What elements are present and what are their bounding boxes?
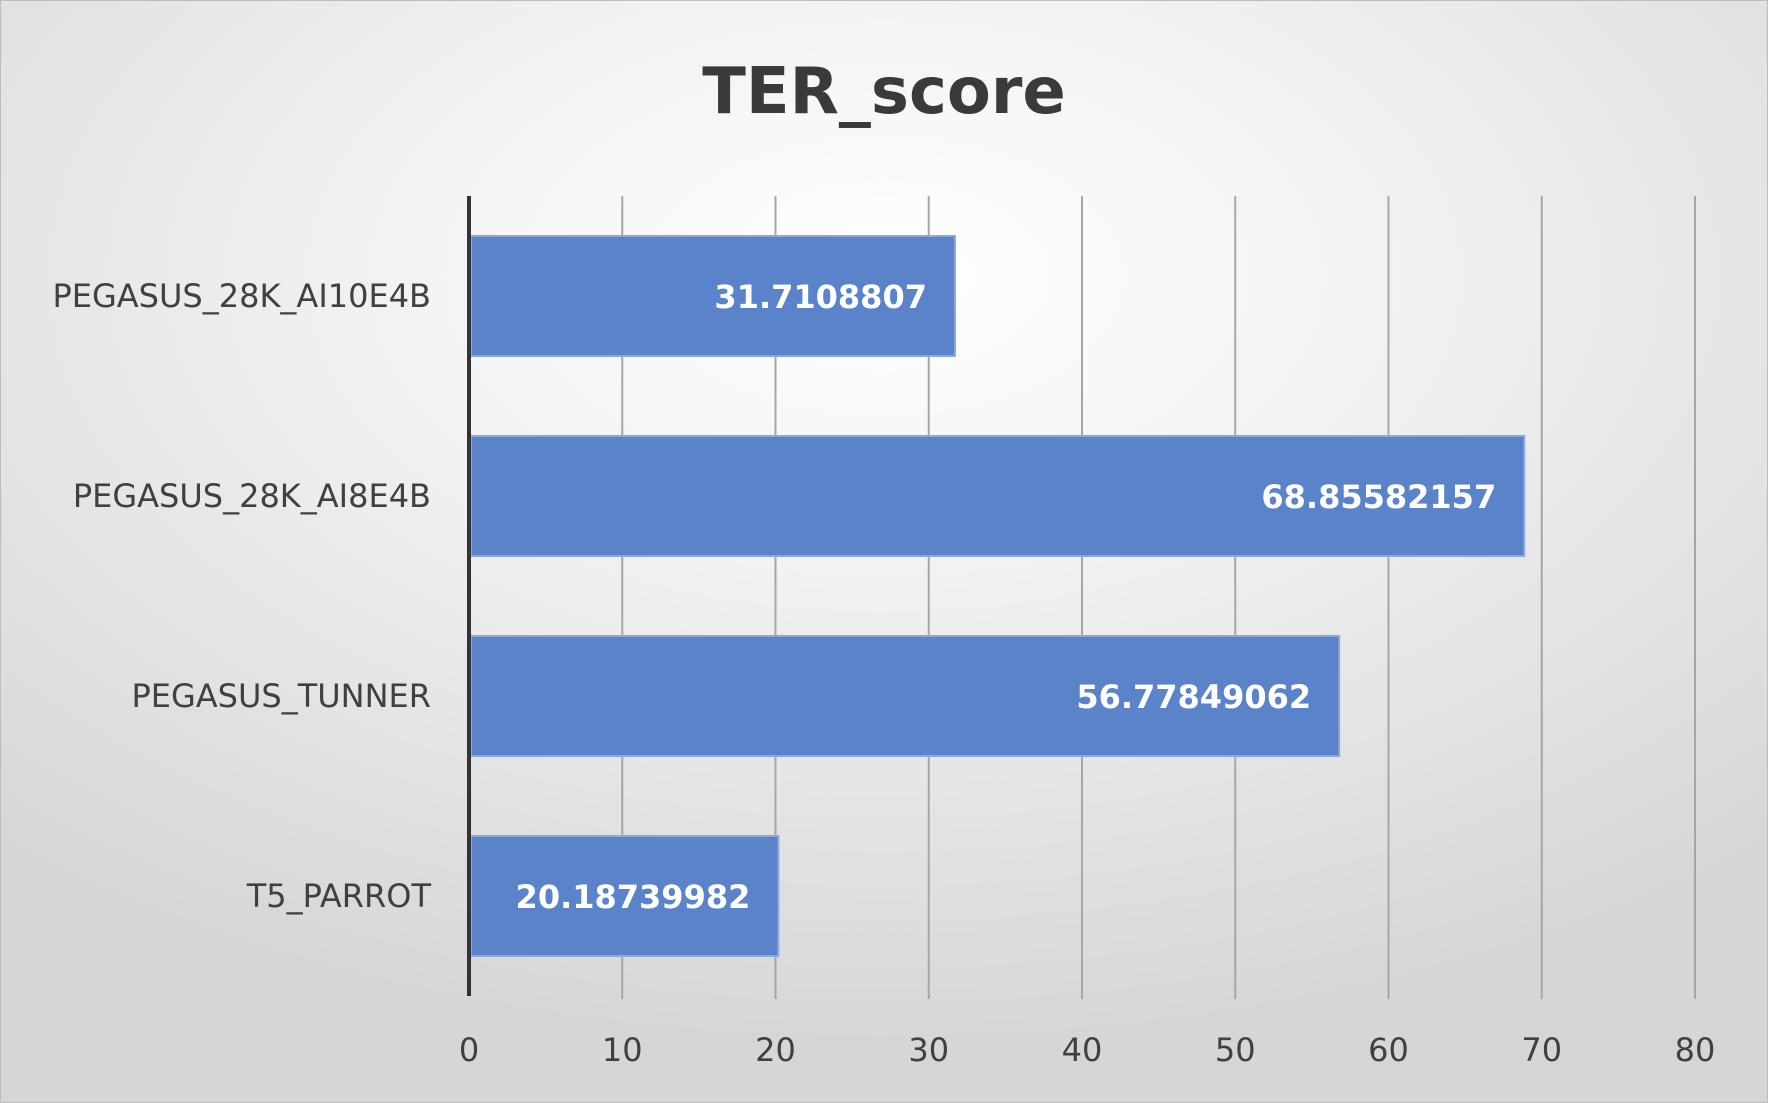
category-label: PEGASUS_28K_AI8E4B	[73, 477, 431, 515]
data-labels: 31.7108807 68.85582157 56.77849062 20.18739…	[516, 278, 1497, 916]
bar	[470, 635, 1341, 757]
data-label: 20.18739982	[516, 878, 751, 916]
x-tick-label: 40	[1062, 1031, 1103, 1069]
data-label: 31.7108807	[714, 278, 927, 316]
x-tick-label: 70	[1521, 1031, 1562, 1069]
category-label: PEGASUS_TUNNER	[131, 677, 431, 715]
x-tick-labels: 0 10 20 30 40 50 60 70 80	[459, 1031, 1716, 1069]
x-tick-label: 20	[755, 1031, 796, 1069]
x-tick-label: 60	[1368, 1031, 1409, 1069]
category-labels: PEGASUS_28K_AI10E4B PEGASUS_28K_AI8E4B PEG…	[52, 277, 431, 915]
data-label: 56.77849062	[1076, 678, 1311, 716]
category-label: PEGASUS_28K_AI10E4B	[52, 277, 431, 315]
x-tick-label: 10	[602, 1031, 643, 1069]
x-tick-label: 50	[1215, 1031, 1256, 1069]
bar	[470, 835, 780, 957]
data-label: 68.85582157	[1261, 478, 1496, 516]
x-tick-label: 30	[908, 1031, 949, 1069]
x-tick-label: 0	[459, 1031, 479, 1069]
bars	[470, 235, 1526, 957]
bar	[470, 435, 1526, 557]
category-label: T5_PARROT	[246, 877, 432, 915]
chart-title: TER_score	[702, 55, 1066, 129]
x-tick-label: 80	[1675, 1031, 1716, 1069]
